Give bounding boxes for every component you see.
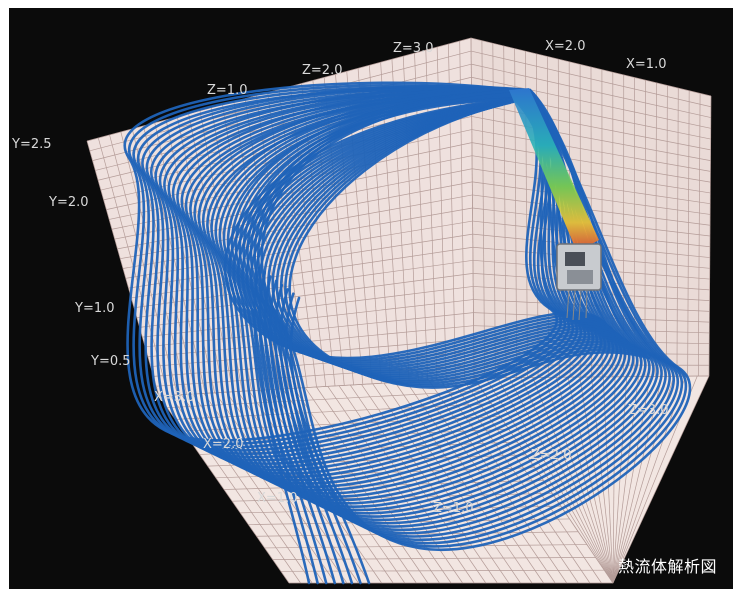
floor-grid-right-line [612,375,710,584]
streamline-path [253,266,311,585]
cfd-scene: Z=1.0 Z=2.0 Z=3.0 X=2.0 X=1.0 Y=2.5 Y=2.… [11,37,712,585]
label-top-z-2: Z=2.0 [302,63,342,78]
floor-grid-line [280,569,605,572]
streamline-path [279,288,354,585]
streamline-path [254,101,629,373]
floor-grid-line [232,492,553,502]
streamlines [123,81,692,585]
streamline-path [268,279,337,585]
streamline-path [234,94,663,528]
left-wall-grid-line [153,351,474,377]
left-wall-grid-line [134,259,474,309]
streamline-path [288,106,651,389]
streamline-path [289,296,371,585]
label-top-x-1: X=1.0 [626,57,666,72]
label-floor-z-3: Z=3.0 [628,403,668,418]
left-wall-grid-line [128,233,473,289]
back-wall-grid-line [471,129,711,172]
label-top-z-1: Z=1.0 [207,83,247,98]
floor-grid-right-line [612,376,675,584]
left-wall-grid-line [145,312,474,348]
label-y-1-0: Y=1.0 [74,301,115,316]
back-wall-grid-line [471,103,711,151]
streamline-path [263,275,328,585]
floor-grid-right-line [532,377,614,584]
back-wall-grid-line [471,116,711,161]
back-wall-grid-line [472,168,711,205]
label-floor-x-2: X=2.0 [203,437,243,452]
back-wall-grid-line [470,37,712,97]
back-wall-grid-line [471,155,711,194]
streamline-path [258,270,319,585]
back-wall-grid-line [471,50,712,108]
label-top-x-2: X=2.0 [545,39,585,54]
left-wall-grid-line [139,286,474,328]
streamline-path [257,88,688,548]
back-wall-grid-line [471,142,711,183]
streamline-path [223,96,611,360]
label-floor-x-3: X=3.0 [154,390,194,405]
label-floor-z-1: Z=1.0 [433,501,473,516]
floor-grid-right-line [612,376,651,584]
heater-unit [556,243,602,321]
streamline-path [260,91,692,551]
label-y-2-0: Y=2.0 [48,195,89,210]
streamline-path [273,283,345,585]
floor-grid-right-line [497,377,614,584]
floor-grid-line [223,480,544,490]
cfd-visualization-panel: Z=1.0 Z=2.0 Z=3.0 X=2.0 X=1.0 Y=2.5 Y=2.… [9,8,733,589]
back-wall-grid-line [472,181,711,215]
heat-plume [509,88,599,252]
label-y-0-5: Y=0.5 [90,354,131,369]
floor-grid-right-line [612,376,628,584]
back-wall-grid-line [471,63,711,118]
streamline-path [284,292,362,585]
label-floor-x-1: X=1.0 [257,491,297,506]
floor-grid-right-line [591,376,614,584]
label-floor-z-2: Z=2.0 [531,448,571,463]
label-top-z-3: Z=3.0 [393,41,433,56]
label-y-2-5: Y=2.5 [11,137,52,152]
figure-caption: 熱流体解析図 [617,557,717,576]
back-wall-grid-line [471,76,711,129]
